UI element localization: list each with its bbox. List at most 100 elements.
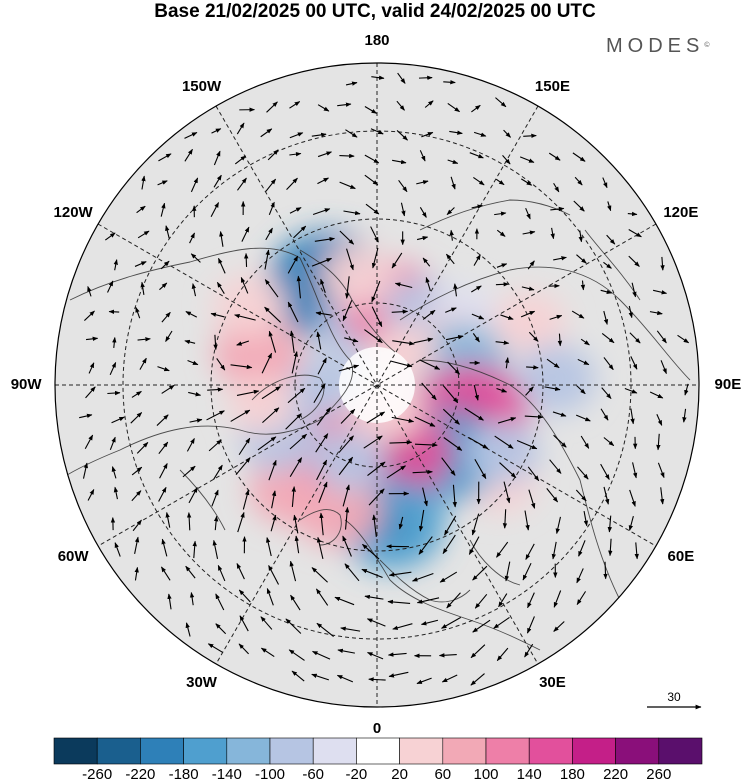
wind-arrow [159,282,168,291]
wind-arrow [113,486,119,500]
wind-arrow [629,332,641,344]
wind-arrow [210,202,220,217]
wind-arrow [387,599,411,605]
wind-arrow [497,417,517,424]
wind-arrow [316,331,322,350]
colorbar-tick-label: -100 [254,766,286,783]
wind-arrow [499,462,517,478]
wind-arrow [649,391,664,399]
wind-arrow [575,489,587,502]
wind-arrow [141,175,146,190]
wind-arrow [311,567,328,583]
wind-arrow [340,626,361,632]
brand-name: MODES [606,35,705,57]
wind-arrow [211,489,219,507]
wind-arrow [496,541,509,558]
wind-arrow [493,616,510,629]
wind-arrow [238,589,251,603]
wind-arrow [158,153,172,162]
wind-arrow [522,230,536,235]
reference-vector-label: 30 [667,690,681,704]
wind-arrow [344,337,359,343]
wind-arrow [387,652,407,657]
wind-arrow [160,566,171,581]
wind-arrow [473,131,487,137]
wind-arrow [516,440,538,450]
wind-arrow [628,255,640,267]
wind-arrow [464,407,484,421]
wind-arrow [244,252,249,267]
colorbar-tick-label: 140 [516,766,542,783]
wind-arrow [188,487,198,504]
wind-arrow [160,260,170,270]
wind-arrow [389,440,413,445]
longitude-label: 150W [181,78,222,96]
wind-arrow [659,487,665,505]
wind-arrow [268,459,277,481]
wind-arrow [439,571,458,583]
wind-arrow [449,229,454,241]
wind-arrow [468,436,489,450]
wind-arrow [504,561,511,582]
wind-arrow [447,159,459,164]
wind-arrow [315,311,332,316]
longitude-label: 60E [667,548,695,565]
wind-arrow [182,465,196,478]
wind-arrow [240,276,249,294]
wind-arrow [494,211,507,216]
longitude-label: 90E [714,376,742,393]
wind-arrow [215,593,225,611]
wind-arrow [285,413,302,430]
map-title: Base 21/02/2025 00 UTC, valid 24/02/2025… [154,1,596,22]
wind-arrow [293,514,299,534]
wind-arrow [660,360,667,375]
longitude-label: 0 [372,720,382,737]
wind-arrow [495,340,510,345]
wind-arrow [157,180,168,186]
wind-arrow [503,481,511,504]
colorbar-swatch [312,737,357,765]
wind-arrow [551,541,557,560]
colorbar-tick-label: 100 [473,766,499,783]
wind-arrow [576,385,586,395]
wind-arrow [134,566,139,581]
wind-arrow [362,543,380,560]
colorbar-tick-label: 180 [559,766,585,783]
wind-arrow [441,457,456,476]
wind-arrow [363,435,383,449]
wind-arrow [442,534,456,554]
wind-vectors [79,72,690,686]
wind-arrow [421,382,437,401]
wind-arrow [315,588,329,606]
wind-arrow [576,254,587,264]
wind-arrow [575,414,591,422]
longitude-label: 120W [53,204,93,221]
wind-arrow [264,249,270,270]
wind-arrow [131,490,142,502]
wind-arrow [346,248,354,271]
wind-arrow [239,615,249,632]
wind-arrow [473,176,485,186]
wind-arrow [317,151,333,158]
wind-arrow [157,366,170,372]
wind-arrow [236,562,245,580]
wind-arrow [419,359,441,370]
wind-arrow [261,386,281,400]
wind-arrow [230,409,251,422]
wind-arrow [262,407,280,424]
wind-arrow [548,152,561,161]
wind-arrow [419,150,426,162]
wind-arrow [315,433,329,453]
anomaly-blob [228,376,295,434]
colorbar-tick-label: -60 [302,766,325,783]
wind-arrow [528,489,536,509]
wind-arrow [131,390,142,398]
colorbar-tick-label: 220 [603,766,629,783]
wind-arrow [267,149,279,161]
longitude-label: 30E [539,673,566,691]
wind-arrow [525,207,531,220]
wind-arrow [368,488,385,506]
wind-arrow [364,154,380,164]
wind-arrow [109,436,116,451]
wind-arrow [552,411,567,417]
